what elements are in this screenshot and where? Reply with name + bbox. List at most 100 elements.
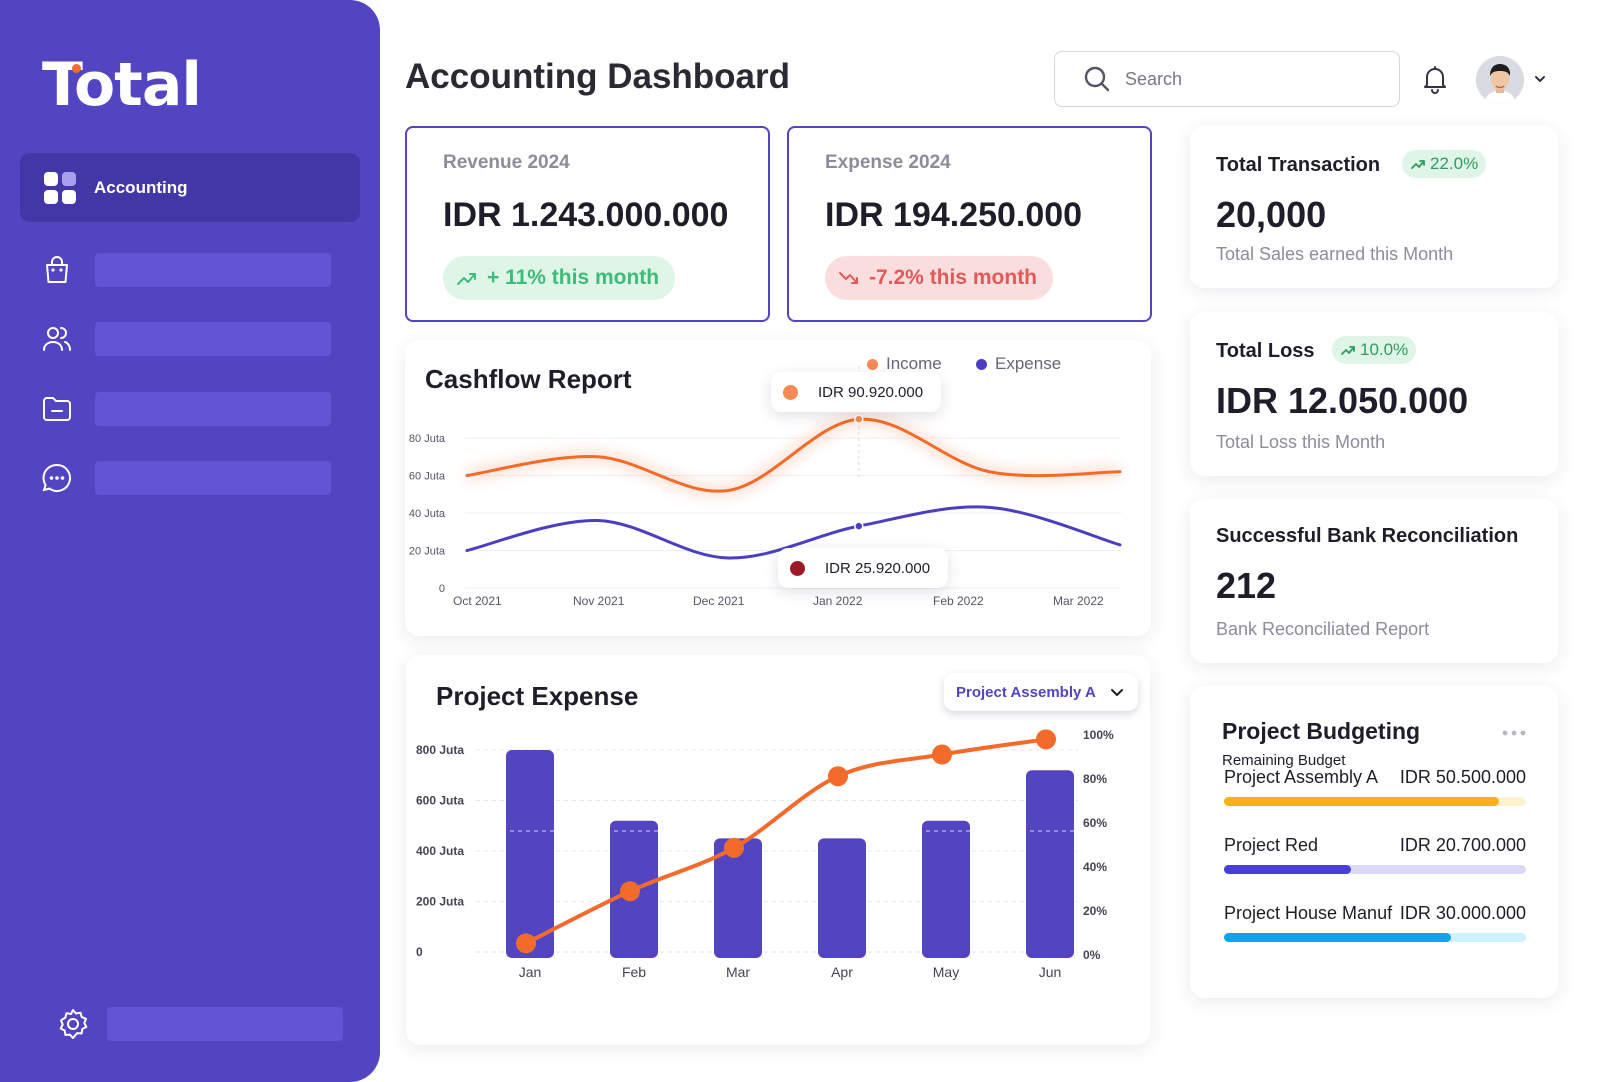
cashflow-panel: Cashflow Report Income Expense 80 Juta 60… [405,340,1151,636]
x-tick-label: May [933,964,959,980]
search-icon [1084,66,1110,92]
expense-bar [1026,770,1074,958]
income-tooltip: IDR 90.920.000 [771,372,942,412]
budget-project-name: Project Red [1224,835,1319,855]
chat-icon [42,463,72,492]
bell-icon[interactable] [1420,64,1450,94]
total-loss-subtitle: Total Loss this Month [1216,432,1386,452]
expense-change: -7.2% this month [869,266,1038,289]
sidebar-item-placeholder [107,1007,343,1041]
budget-amount: IDR 50.500.000 [1399,767,1526,787]
y-tick-label: 40 Juta [409,508,446,520]
budget-project-name: Project House Manuf [1224,903,1393,923]
legend-expense-label: Expense [995,354,1062,373]
users-icon [43,327,71,351]
growth-badge-value: 22.0% [1430,154,1479,173]
search-input[interactable] [1125,68,1375,90]
sidebar-item-settings[interactable] [56,1006,352,1042]
x-tick-label: Dec 2021 [693,594,745,608]
sidebar-item-messages[interactable] [40,458,340,498]
expense-bar [922,820,970,958]
bank-reconciliation-value: 212 [1216,565,1277,606]
sidebar-item-files[interactable] [40,389,340,429]
sidebar: Total Accounting [0,0,380,1082]
cumulative-point [724,837,744,858]
expense-bar [714,838,762,958]
expense-bar [818,838,866,958]
cashflow-chart: 80 Juta 60 Juta 40 Juta 20 Juta 0 Oct 2021 Nov… [409,366,1122,608]
bank-reconciliation-subtitle: Bank Reconciliated Report [1216,619,1430,639]
more-icon[interactable] [1502,730,1526,736]
chevron-down-icon[interactable] [1533,72,1547,86]
x-tick-label: Jun [1039,964,1062,980]
x-tick-label: Mar [726,964,750,980]
expense-line [465,505,1122,560]
cumulative-point [828,766,848,787]
income-line [465,417,1122,493]
legend-dot [867,358,878,370]
sidebar-item-shop[interactable] [40,250,340,290]
revenue-change: + 11% this month [487,266,660,289]
budget-progress-fill [1224,865,1351,874]
legend-expense: Expense [976,354,1061,374]
sidebar-item-placeholder [95,392,331,426]
revenue-card: Revenue 2024 IDR 1.243.000.000 + 11% thi… [405,126,770,322]
gear-icon [59,1009,88,1039]
growth-badge: 22.0% [1402,150,1487,178]
expense-value: IDR 194.250.000 [825,196,1083,234]
sidebar-item-accounting[interactable]: Accounting [20,153,360,222]
page-title: Accounting Dashboard [405,57,791,96]
y2-tick-label: 100% [1083,728,1114,742]
trend-up-icon [457,273,476,285]
logo-accent-dot [72,64,81,73]
y2-tick-label: 0% [1083,948,1101,962]
expense-tooltip: IDR 25.920.000 [778,548,949,588]
cashflow-title: Cashflow Report [425,364,632,394]
revenue-title: Revenue 2024 [443,152,570,173]
budget-progress-track [1224,797,1526,806]
project-expense-panel: Project Expense Project Assembly A 800 J… [406,655,1150,1045]
sidebar-item-placeholder [95,461,331,495]
project-select-value: Project Assembly A [956,683,1096,701]
project-budgeting-title: Project Budgeting [1222,718,1421,744]
expense-bar [506,750,554,958]
budget-amount: IDR 30.000.000 [1399,903,1526,923]
loss-badge-value: 10.0% [1360,340,1409,359]
tooltip-expense-value: IDR 25.920.000 [825,559,931,577]
app-logo: Total [42,50,202,120]
income-point [854,414,864,424]
sidebar-item-users[interactable] [40,319,340,359]
chevron-down-icon [1111,689,1123,696]
sidebar-item-label: Accounting [94,177,188,197]
x-tick-label: Nov 2021 [573,594,625,608]
legend-income: Income [867,354,942,374]
avatar[interactable] [1476,56,1524,104]
y2-tick-label: 80% [1083,772,1107,786]
project-budgeting-subtitle: Remaining Budget [1222,752,1346,769]
budget-progress-track [1224,933,1526,942]
y2-tick-label: 20% [1083,904,1107,918]
total-transaction-title: Total Transaction [1216,154,1381,176]
project-budgeting-card: Project Budgeting Remaining Budget Proje… [1190,686,1558,998]
y-tick-label: 600 Juta [416,794,464,808]
project-expense-title: Project Expense [436,681,639,711]
budget-progress-fill [1224,797,1499,806]
loss-badge: 10.0% [1332,336,1417,364]
legend-dot [976,358,987,370]
cumulative-point [516,933,536,954]
project-select[interactable]: Project Assembly A [944,673,1138,711]
budget-progress-fill [1224,933,1451,942]
x-tick-label: Jan 2022 [813,594,863,608]
budget-project-name: Project Assembly A [1224,767,1379,787]
revenue-change-badge: + 11% this month [443,256,676,300]
project-expense-chart: 800 Juta 600 Juta 400 Juta 200 Juta 0 100% 80%… [416,728,1114,980]
y-tick-label: 800 Juta [416,743,464,757]
tooltip-income-value: IDR 90.920.000 [818,383,924,401]
search-box[interactable] [1054,51,1400,107]
y-tick-label: 200 Juta [416,895,464,909]
expense-point [854,521,864,531]
x-tick-label: Feb [622,964,646,980]
total-transaction-subtitle: Total Sales earned this Month [1216,244,1454,264]
revenue-value: IDR 1.243.000.000 [443,196,729,234]
trend-up-icon [1341,346,1355,355]
